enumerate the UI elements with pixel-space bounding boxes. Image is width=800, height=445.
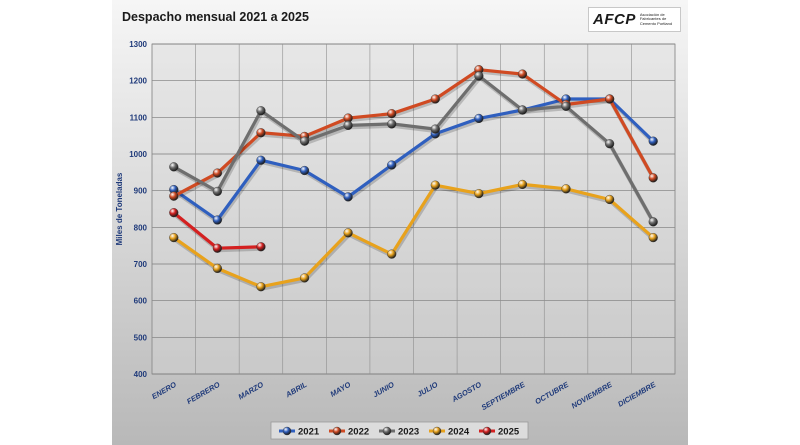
y-tick-label: 1300 bbox=[129, 40, 147, 49]
legend-label: 2021 bbox=[298, 427, 320, 438]
y-tick-label: 900 bbox=[134, 187, 148, 196]
legend-label: 2025 bbox=[498, 427, 520, 438]
data-point-2022 bbox=[605, 94, 615, 104]
x-tick-label: AGOSTO bbox=[449, 380, 483, 405]
chart-title: Despacho mensual 2021 a 2025 bbox=[122, 10, 309, 24]
data-point-2024 bbox=[517, 179, 528, 190]
x-tick-label: FEBRERO bbox=[185, 380, 221, 406]
y-tick-label: 400 bbox=[134, 370, 148, 379]
data-point-2024 bbox=[648, 233, 658, 243]
data-point-2024 bbox=[169, 233, 179, 243]
data-point-2023 bbox=[561, 101, 571, 111]
x-tick-label: ABRIL bbox=[283, 380, 309, 400]
data-point-2023 bbox=[212, 186, 222, 197]
afcp-logo: AFCP Asociación de Fabricantes de Cement… bbox=[588, 7, 681, 32]
data-point-2021 bbox=[343, 192, 353, 202]
data-point-2021 bbox=[387, 160, 397, 170]
legend-swatch-marker bbox=[482, 426, 492, 436]
chart-frame: Despacho mensual 2021 a 2025 400 500 600 70… bbox=[112, 0, 688, 445]
data-point-2023 bbox=[430, 124, 440, 134]
series-line-2022 bbox=[172, 68, 655, 198]
data-point-2025 bbox=[212, 243, 222, 253]
data-point-2021 bbox=[474, 113, 484, 124]
data-point-2022 bbox=[517, 69, 528, 79]
y-tick-label: 600 bbox=[134, 297, 148, 306]
x-tick-label: JUNIO bbox=[371, 380, 395, 399]
x-tick-label: DICIEMBRE bbox=[616, 379, 658, 408]
y-tick-label: 700 bbox=[134, 260, 148, 269]
data-point-2024 bbox=[299, 273, 310, 283]
legend-swatch-marker bbox=[282, 426, 292, 436]
legend-swatch-marker bbox=[332, 426, 342, 436]
x-tick-label: NOVIEMBRE bbox=[570, 379, 615, 410]
data-point-2024 bbox=[212, 263, 222, 274]
logo-subtitle: Asociación de Fabricantes de Cemento Por… bbox=[639, 11, 673, 26]
data-point-2024 bbox=[430, 180, 440, 190]
data-point-2024 bbox=[605, 194, 615, 205]
data-point-2021 bbox=[648, 136, 658, 146]
logo-brand: AFCP bbox=[593, 11, 636, 28]
data-point-2023 bbox=[474, 71, 484, 81]
data-point-2022 bbox=[212, 168, 222, 178]
y-tick-label: 1000 bbox=[129, 150, 147, 159]
legend-swatch-marker bbox=[432, 426, 442, 436]
data-point-2021 bbox=[256, 155, 266, 165]
data-point-2022 bbox=[169, 191, 179, 201]
series-line-2024 bbox=[172, 182, 655, 289]
data-point-2023 bbox=[299, 136, 310, 146]
x-tick-label: OCTUBRE bbox=[533, 379, 570, 406]
data-point-2025 bbox=[169, 208, 179, 218]
x-tick-label: SEPTIEMBRE bbox=[480, 379, 528, 412]
y-tick-label: 1200 bbox=[129, 77, 147, 86]
data-point-2022 bbox=[387, 109, 397, 119]
data-point-2024 bbox=[474, 189, 484, 199]
legend-swatch-marker bbox=[382, 426, 392, 436]
data-point-2022 bbox=[430, 94, 440, 104]
data-point-2025 bbox=[256, 242, 266, 252]
y-axis-label: Miles de Toneladas bbox=[115, 172, 124, 245]
data-point-2024 bbox=[343, 228, 353, 238]
data-point-2021 bbox=[212, 215, 222, 225]
legend-label: 2022 bbox=[348, 427, 369, 438]
data-point-2024 bbox=[387, 249, 397, 259]
data-point-2024 bbox=[561, 184, 571, 194]
data-point-2023 bbox=[517, 105, 528, 115]
y-tick-label: 1100 bbox=[130, 113, 148, 122]
data-point-2023 bbox=[256, 106, 266, 116]
data-point-2023 bbox=[169, 162, 179, 172]
y-tick-label: 500 bbox=[134, 333, 148, 342]
series-line-2021 bbox=[172, 97, 655, 222]
data-point-2022 bbox=[256, 128, 266, 138]
data-point-2023 bbox=[648, 217, 658, 227]
legend-label: 2023 bbox=[398, 427, 419, 438]
y-tick-label: 800 bbox=[134, 223, 148, 232]
data-point-2022 bbox=[648, 173, 658, 183]
series-line-2023 bbox=[172, 74, 655, 224]
x-tick-label: MARZO bbox=[237, 380, 265, 402]
data-point-2023 bbox=[343, 120, 353, 131]
data-point-2023 bbox=[387, 119, 397, 129]
data-point-2021 bbox=[299, 165, 310, 176]
legend-label: 2024 bbox=[448, 427, 470, 438]
data-point-2023 bbox=[605, 139, 615, 149]
x-tick-label: JULIO bbox=[416, 380, 440, 399]
line-chart: Despacho mensual 2021 a 2025 400 500 600 70… bbox=[115, 10, 676, 440]
x-tick-label: ENERO bbox=[150, 380, 178, 401]
x-tick-label: MAYO bbox=[329, 380, 353, 399]
data-point-2024 bbox=[256, 282, 266, 292]
